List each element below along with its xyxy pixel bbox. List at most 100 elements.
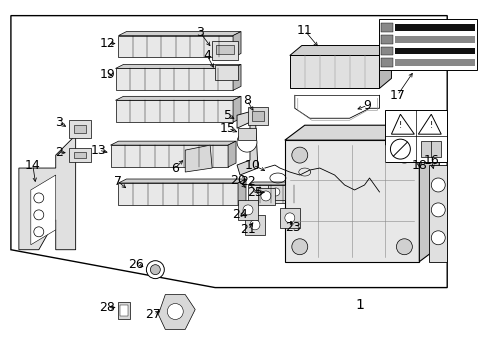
Bar <box>119 36 233 58</box>
Circle shape <box>250 220 260 230</box>
Bar <box>116 68 233 90</box>
Bar <box>382 58 393 67</box>
Polygon shape <box>116 64 241 68</box>
Bar <box>119 183 238 205</box>
Bar <box>379 19 477 71</box>
Text: 11: 11 <box>297 24 313 37</box>
Text: 21: 21 <box>240 223 256 236</box>
Text: 12: 12 <box>99 37 116 50</box>
Bar <box>280 208 300 228</box>
Bar <box>395 59 475 67</box>
Polygon shape <box>248 182 312 185</box>
Text: 27: 27 <box>146 308 161 321</box>
Polygon shape <box>31 175 56 245</box>
Bar <box>395 36 475 42</box>
Bar <box>382 35 393 44</box>
Circle shape <box>292 239 308 255</box>
Text: 6: 6 <box>172 162 179 175</box>
Text: 19: 19 <box>99 68 116 81</box>
Polygon shape <box>233 32 241 58</box>
Polygon shape <box>119 179 246 183</box>
Text: 5: 5 <box>224 109 232 122</box>
Bar <box>238 128 256 140</box>
Text: 4: 4 <box>203 49 211 62</box>
Bar <box>111 145 228 167</box>
Polygon shape <box>290 45 392 55</box>
Bar <box>121 305 128 316</box>
Text: 24: 24 <box>232 208 248 221</box>
Bar <box>248 185 306 203</box>
Text: 17: 17 <box>390 89 405 102</box>
Polygon shape <box>429 165 447 262</box>
Polygon shape <box>116 96 241 100</box>
Text: !: ! <box>399 121 402 130</box>
Bar <box>421 141 441 157</box>
Polygon shape <box>290 55 379 88</box>
Text: 28: 28 <box>99 301 116 314</box>
Circle shape <box>396 239 413 255</box>
Circle shape <box>272 188 280 196</box>
Text: 2: 2 <box>55 145 63 159</box>
Bar <box>69 148 91 162</box>
Polygon shape <box>419 125 439 262</box>
Bar <box>268 185 285 200</box>
Polygon shape <box>185 145 212 172</box>
Polygon shape <box>228 141 236 167</box>
Bar <box>386 110 447 162</box>
Bar <box>215 66 238 80</box>
Polygon shape <box>111 141 236 145</box>
Text: 7: 7 <box>115 175 122 189</box>
Polygon shape <box>285 125 439 140</box>
Polygon shape <box>237 110 258 175</box>
Circle shape <box>34 193 44 203</box>
Bar <box>252 111 264 121</box>
Text: 13: 13 <box>91 144 106 157</box>
Circle shape <box>147 261 164 279</box>
Bar <box>212 41 238 60</box>
Circle shape <box>34 210 44 220</box>
Bar <box>116 100 233 122</box>
Text: 23: 23 <box>285 221 301 234</box>
Circle shape <box>261 191 271 201</box>
Circle shape <box>237 132 257 152</box>
Circle shape <box>292 147 308 163</box>
Circle shape <box>167 303 183 319</box>
Polygon shape <box>306 182 312 203</box>
Text: 8: 8 <box>243 94 251 107</box>
Text: 25: 25 <box>247 186 263 199</box>
Bar <box>248 107 268 125</box>
Bar <box>245 215 265 235</box>
Polygon shape <box>119 32 241 36</box>
Bar <box>395 48 475 54</box>
Circle shape <box>431 178 445 192</box>
Bar <box>74 152 86 158</box>
Text: 14: 14 <box>25 158 41 172</box>
Text: 10: 10 <box>245 158 261 172</box>
Bar <box>258 188 275 205</box>
Bar <box>395 24 475 31</box>
Bar <box>285 140 419 262</box>
Text: 22: 22 <box>240 175 256 189</box>
Circle shape <box>150 265 160 275</box>
Bar <box>216 45 234 54</box>
Circle shape <box>396 147 413 163</box>
Polygon shape <box>233 96 241 122</box>
Polygon shape <box>158 294 195 329</box>
Polygon shape <box>379 45 392 88</box>
Circle shape <box>34 227 44 237</box>
Circle shape <box>431 231 445 245</box>
Text: !: ! <box>430 121 433 130</box>
Text: 9: 9 <box>364 99 371 112</box>
Text: 16: 16 <box>423 154 439 167</box>
Text: 3: 3 <box>55 116 63 129</box>
Bar <box>238 200 258 220</box>
Bar <box>382 23 393 32</box>
Polygon shape <box>233 64 241 90</box>
Text: 3: 3 <box>196 26 204 39</box>
Bar <box>382 46 393 55</box>
Circle shape <box>243 205 253 215</box>
Circle shape <box>431 203 445 217</box>
Polygon shape <box>19 135 75 250</box>
Text: 20: 20 <box>230 174 246 186</box>
Text: 15: 15 <box>220 122 236 135</box>
